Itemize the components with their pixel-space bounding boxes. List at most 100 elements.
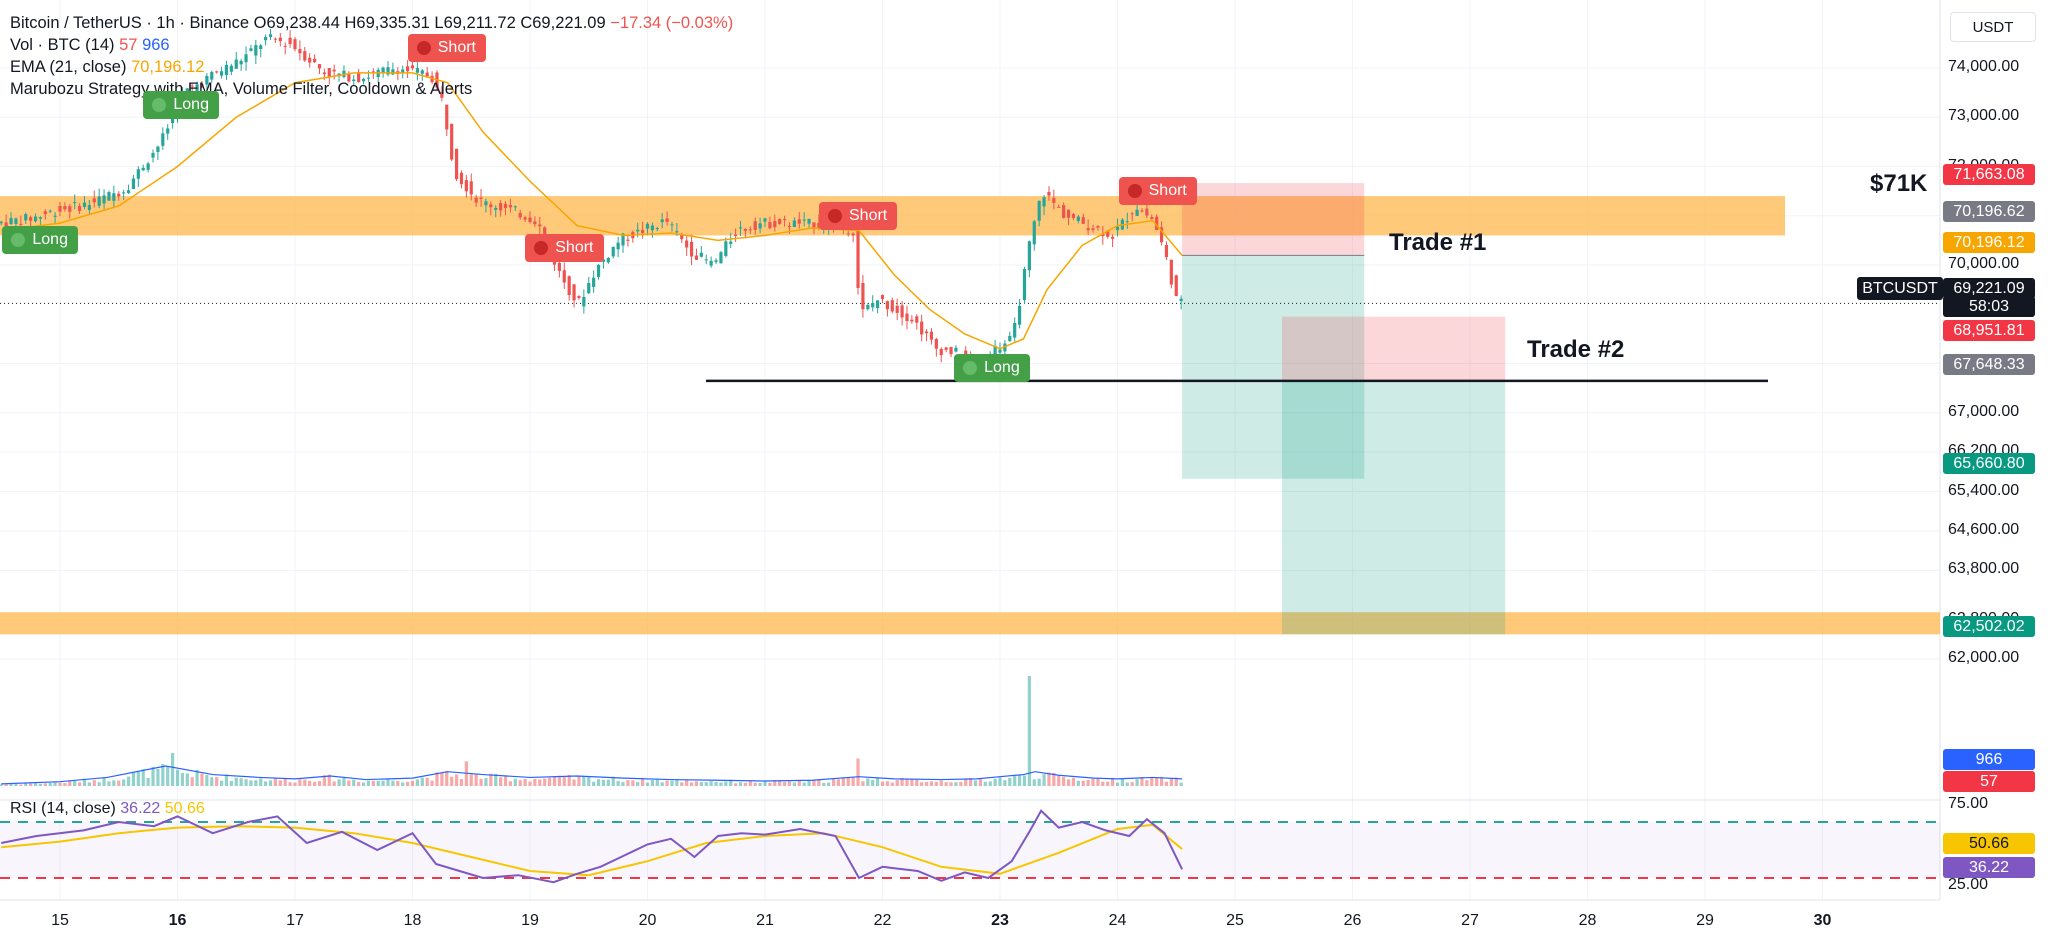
candle-up (146, 163, 150, 170)
volume-bar (435, 772, 439, 786)
candle-down (43, 211, 47, 215)
candle-up (205, 75, 209, 85)
volume-bar (38, 783, 43, 786)
rsi-line (1, 809, 1184, 884)
volume-bar (851, 777, 855, 786)
volume-bar (1022, 775, 1027, 786)
candle-up (224, 64, 229, 75)
volume-bar (14, 783, 18, 786)
volume-bar (939, 780, 943, 786)
volume-bar (210, 777, 214, 786)
volume-bar (156, 768, 160, 786)
volume-bar (572, 779, 576, 786)
candle-up (9, 218, 13, 225)
candle-down (900, 305, 904, 318)
candle-up (876, 300, 880, 309)
candle-down (19, 223, 23, 225)
signal-long[interactable]: Long (143, 90, 219, 119)
volume-bar (1096, 778, 1100, 786)
volume-bar (670, 780, 674, 786)
legend-volume-label[interactable]: Vol · BTC (14) (10, 36, 115, 54)
volume-bar (82, 778, 87, 786)
candle-up (494, 207, 498, 210)
candle-up (587, 282, 591, 294)
price-label: 36.22 (1943, 857, 2035, 878)
candle-down (915, 316, 919, 323)
signal-short[interactable]: Short (819, 201, 898, 230)
volume-bar (655, 779, 659, 786)
candle-up (1037, 200, 1041, 221)
volume-bar (205, 775, 209, 786)
volume-bar (283, 778, 287, 786)
annotation-trade-1: Trade #1 (1389, 229, 1487, 256)
volume-bar (949, 782, 953, 786)
volume-bar (964, 778, 968, 786)
volume-bar (268, 780, 273, 786)
volume-bar (880, 781, 885, 786)
rsi-legend-label[interactable]: RSI (14, close) (10, 800, 116, 817)
volume-bar (425, 777, 429, 786)
candle-down (278, 37, 282, 42)
signal-short[interactable]: Short (525, 233, 604, 262)
volume-bar (19, 784, 23, 786)
candle-up (122, 192, 126, 194)
legend-strategy[interactable]: Marubozu Strategy with EMA, Volume Filte… (10, 80, 473, 98)
candle-down (469, 181, 473, 195)
volume-bar (9, 783, 13, 786)
volume-bar (259, 778, 263, 786)
candle-down (440, 91, 444, 98)
signal-dot-icon (1127, 184, 1142, 199)
candle-down (357, 72, 361, 83)
volume-bar (136, 771, 140, 786)
volume-bar (249, 780, 253, 786)
signal-short[interactable]: Short (1118, 177, 1197, 206)
price-label: 57 (1943, 771, 2035, 792)
price-tick: 70,000.00 (1948, 255, 2020, 272)
legend-symbol[interactable]: Bitcoin / TetherUS · 1h · Binance (10, 14, 250, 32)
volume-bar (1013, 775, 1017, 786)
date-tick: 24 (1108, 912, 1127, 929)
candle-down (474, 197, 478, 203)
volume-bar (645, 782, 650, 786)
volume-bar (827, 782, 831, 786)
volume-bar (807, 779, 811, 786)
legend-ema-label[interactable]: EMA (21, close) (10, 58, 127, 76)
candle-up (87, 205, 91, 211)
volume-bar (876, 777, 880, 786)
volume-bar (1017, 774, 1022, 786)
candle-up (156, 146, 160, 152)
signal-short[interactable]: Short (407, 34, 486, 63)
signal-dot-icon (828, 208, 842, 223)
candle-down (1052, 197, 1056, 203)
currency-selector[interactable]: USDT (1950, 12, 2036, 42)
candle-up (259, 45, 263, 50)
volume-bar (244, 779, 248, 786)
signal-label: Short (437, 39, 476, 57)
volume-bar (636, 782, 640, 786)
signal-long[interactable]: Long (2, 226, 78, 255)
volume-bar (665, 780, 669, 786)
candle-up (420, 70, 424, 74)
candle-down (944, 347, 948, 350)
candle-up (97, 196, 101, 206)
volume-bar (988, 781, 992, 786)
volume-bar (841, 777, 845, 786)
candle-up (998, 349, 1002, 353)
candle-down (347, 73, 351, 82)
candle-down (665, 218, 669, 222)
volume-bar (357, 781, 361, 786)
signal-long[interactable]: Long (954, 354, 1030, 383)
rsi-legend-value: 36.22 (120, 800, 161, 817)
candle-down (1130, 213, 1134, 215)
candle-down (298, 49, 302, 54)
volume-bar (92, 780, 96, 786)
candle-down (283, 45, 287, 47)
volume-bar (748, 780, 752, 786)
volume-bar (660, 782, 664, 786)
candle-down (1169, 259, 1173, 285)
price-label: 68,951.81 (1943, 320, 2035, 341)
volume-bar (1032, 779, 1036, 786)
volume-bar (973, 780, 978, 786)
candle-down (1062, 205, 1066, 218)
